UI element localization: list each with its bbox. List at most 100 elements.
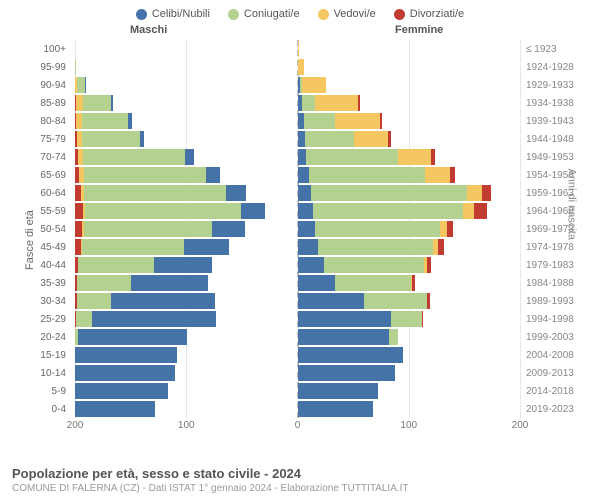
bar-segment-celibi xyxy=(298,347,404,363)
female-bar xyxy=(298,383,521,399)
bar-segment-divorziati xyxy=(447,221,454,237)
bar-group xyxy=(75,167,520,183)
birth-label: 2009-2013 xyxy=(526,368,586,379)
age-label: 40-44 xyxy=(18,260,66,271)
bar-segment-vedovi xyxy=(302,77,326,93)
birth-label: 1949-1953 xyxy=(526,152,586,163)
bar-segment-coniugati xyxy=(315,221,440,237)
female-bar xyxy=(298,41,521,57)
age-row: 50-541969-1973 xyxy=(20,220,580,238)
birth-label: 1954-1958 xyxy=(526,170,586,181)
header-female: Femmine xyxy=(395,24,443,36)
bar-segment-celibi xyxy=(212,221,245,237)
female-bar xyxy=(298,59,521,75)
bar-group xyxy=(75,221,520,237)
bar-segment-celibi xyxy=(128,113,131,129)
age-label: 15-19 xyxy=(18,350,66,361)
male-bar xyxy=(75,185,298,201)
age-label: 50-54 xyxy=(18,224,66,235)
age-row: 60-641959-1963 xyxy=(20,184,580,202)
birth-label: 1959-1963 xyxy=(526,188,586,199)
bar-segment-celibi xyxy=(78,329,187,345)
male-bar xyxy=(75,131,298,147)
bar-group xyxy=(75,401,520,417)
female-bar xyxy=(298,401,521,417)
bar-segment-coniugati xyxy=(83,95,111,111)
legend-swatch xyxy=(136,9,147,20)
birth-label: 1939-1943 xyxy=(526,116,586,127)
age-row: 35-391984-1988 xyxy=(20,274,580,292)
x-tick: 100 xyxy=(400,420,417,431)
age-label: 55-59 xyxy=(18,206,66,217)
bar-segment-coniugati xyxy=(82,113,129,129)
bar-segment-celibi xyxy=(298,383,378,399)
bar-segment-celibi xyxy=(75,365,175,381)
birth-label: 1974-1978 xyxy=(526,242,586,253)
bar-segment-coniugati xyxy=(82,131,140,147)
female-bar xyxy=(298,365,521,381)
x-axis: 2001000100200 xyxy=(20,420,580,440)
birth-label: 1929-1933 xyxy=(526,80,586,91)
male-bar xyxy=(75,275,298,291)
age-row: 100+≤ 1923 xyxy=(20,40,580,58)
bar-segment-celibi xyxy=(298,203,314,219)
bar-segment-vedovi xyxy=(440,221,447,237)
birth-label: 1924-1928 xyxy=(526,62,586,73)
age-label: 95-99 xyxy=(18,62,66,73)
bar-segment-celibi xyxy=(298,131,306,147)
age-row: 20-241999-2003 xyxy=(20,328,580,346)
age-row: 40-441979-1983 xyxy=(20,256,580,274)
bar-segment-divorziati xyxy=(427,293,430,309)
male-bar xyxy=(75,77,298,93)
bar-segment-celibi xyxy=(131,275,209,291)
age-label: 0-4 xyxy=(18,404,66,415)
bar-group xyxy=(75,77,520,93)
bar-segment-celibi xyxy=(298,311,391,327)
bar-segment-celibi xyxy=(298,167,309,183)
female-bar xyxy=(298,167,521,183)
male-bar xyxy=(75,95,298,111)
legend-swatch xyxy=(228,9,239,20)
age-label: 45-49 xyxy=(18,242,66,253)
bar-segment-divorziati xyxy=(482,185,491,201)
age-label: 25-29 xyxy=(18,314,66,325)
bar-segment-divorziati xyxy=(75,221,82,237)
bar-segment-celibi xyxy=(75,383,168,399)
female-bar xyxy=(298,131,521,147)
male-bar xyxy=(75,59,298,75)
male-bar xyxy=(75,149,298,165)
bar-segment-divorziati xyxy=(450,167,456,183)
female-bar xyxy=(298,221,521,237)
bar-segment-coniugati xyxy=(78,257,154,273)
bar-group xyxy=(75,293,520,309)
bar-segment-celibi xyxy=(226,185,246,201)
legend-swatch xyxy=(318,9,329,20)
chart-rows: 100+≤ 192395-991924-192890-941929-193385… xyxy=(20,40,580,418)
legend-item: Divorziati/e xyxy=(394,8,464,20)
female-bar xyxy=(298,113,521,129)
bar-group xyxy=(75,365,520,381)
bar-segment-celibi xyxy=(206,167,219,183)
female-bar xyxy=(298,77,521,93)
birth-label: 1979-1983 xyxy=(526,260,586,271)
bar-segment-vedovi xyxy=(463,203,474,219)
birth-label: 2019-2023 xyxy=(526,404,586,415)
x-tick: 200 xyxy=(67,420,84,431)
column-headers: Maschi Femmine xyxy=(0,24,600,40)
bar-segment-divorziati xyxy=(380,113,382,129)
bar-segment-celibi xyxy=(298,185,311,201)
male-bar xyxy=(75,401,298,417)
bar-segment-celibi xyxy=(298,401,374,417)
age-row: 65-691954-1958 xyxy=(20,166,580,184)
bar-segment-vedovi xyxy=(354,131,387,147)
age-label: 80-84 xyxy=(18,116,66,127)
bar-segment-celibi xyxy=(298,239,318,255)
birth-label: 1984-1988 xyxy=(526,278,586,289)
x-tick: 200 xyxy=(512,420,529,431)
bar-segment-coniugati xyxy=(83,149,185,165)
legend-label: Divorziati/e xyxy=(410,8,464,20)
bar-group xyxy=(75,383,520,399)
age-label: 10-14 xyxy=(18,368,66,379)
age-row: 15-192004-2008 xyxy=(20,346,580,364)
birth-label: 1994-1998 xyxy=(526,314,586,325)
